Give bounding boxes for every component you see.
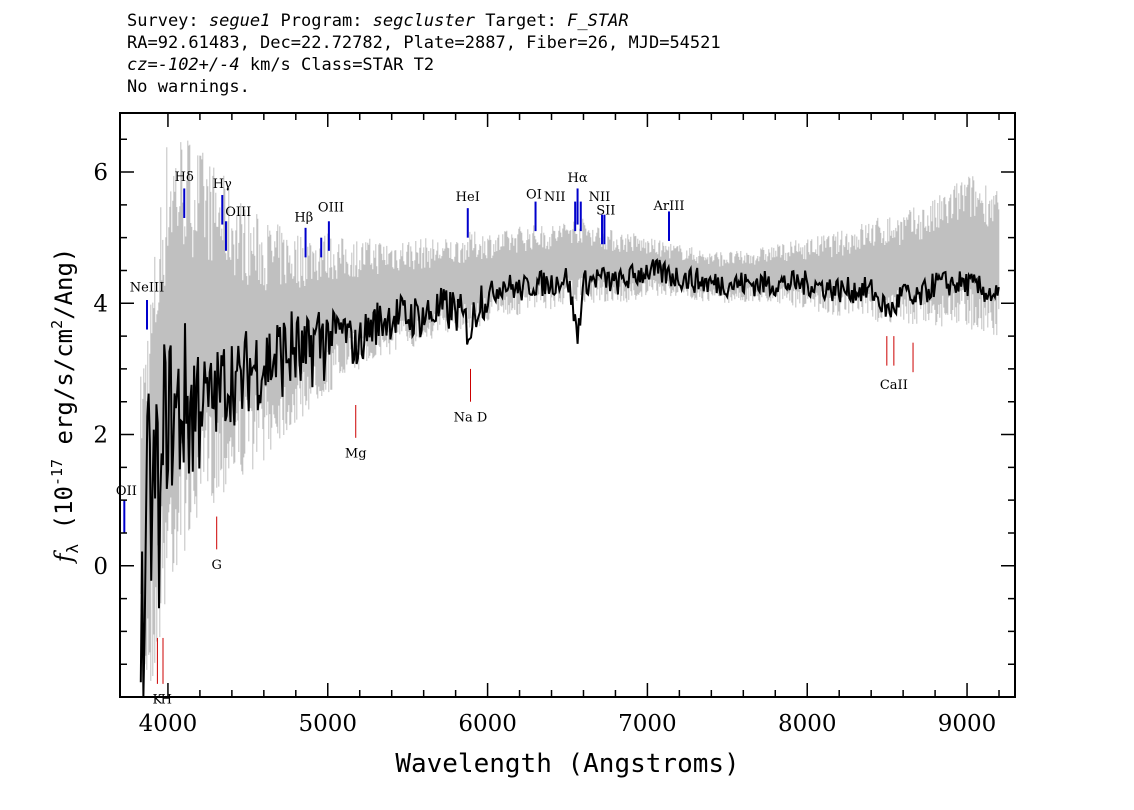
tick-marks <box>120 113 1015 697</box>
emission-line-label: NeIII <box>130 280 164 295</box>
emission-line-label: OIII <box>225 205 251 220</box>
y-label-sub: λ <box>63 543 82 553</box>
y-tick-label: 2 <box>93 423 108 449</box>
header-line-coords: RA=92.61483, Dec=22.72782, Plate=2887, F… <box>127 33 721 53</box>
y-label-unit-mid: erg/s/cm <box>50 329 78 459</box>
cz-label: cz= <box>127 55 158 75</box>
axis-ticks <box>120 113 1015 697</box>
y-label-unit-post: /Ang) <box>50 248 78 320</box>
emission-line-label: SII <box>596 204 615 219</box>
emission-line-label: OII <box>116 484 137 499</box>
x-tick-label: 9000 <box>938 711 997 737</box>
emission-line-label: Hα <box>568 171 588 186</box>
emission-line-label: Hγ <box>213 177 232 192</box>
header-line-redshift: cz=-102+/-4 km/s Class=STAR T2 <box>127 54 721 76</box>
emission-line-label: NII <box>544 190 566 205</box>
emission-line-label: OI <box>526 187 542 202</box>
emission-line-label: ArIII <box>652 199 684 214</box>
emission-line-label: Hδ <box>175 170 194 185</box>
y-label-exp: -17 <box>48 459 66 486</box>
y-tick-label: 0 <box>93 554 108 580</box>
flux-series <box>139 257 1000 697</box>
absorption-line-label: CaII <box>880 378 908 393</box>
program-value: segcluster <box>372 11 476 31</box>
flux-line <box>139 257 1000 697</box>
y-axis-label: fλ (10-17 erg/s/cm2/Ang) <box>48 248 82 565</box>
class-info: km/s Class=STAR T2 <box>239 55 435 75</box>
x-tick-label: 8000 <box>778 711 837 737</box>
y-tick-label: 4 <box>93 291 108 317</box>
survey-value: segue1 <box>208 11 271 31</box>
x-tick-label: 7000 <box>618 711 677 737</box>
emission-line-label: Hβ <box>294 210 313 225</box>
y-label-unit-pre: (10 <box>50 486 78 544</box>
x-tick-label: 5000 <box>298 711 357 737</box>
header-line-survey: Survey: segue1 Program: segcluster Targe… <box>127 10 721 32</box>
absorption-line-label: H <box>161 693 172 708</box>
y-label-exp2: 2 <box>48 320 66 329</box>
plot-frame <box>119 112 1016 698</box>
absorption-line-label: Na D <box>454 411 488 426</box>
absorption-line-label: G <box>211 558 221 573</box>
noise-strokes <box>140 140 1000 681</box>
survey-label: Survey: <box>127 11 209 31</box>
x-tick-label: 4000 <box>139 711 198 737</box>
header-line-warnings: No warnings. <box>127 77 250 97</box>
emission-line-label: OIII <box>318 200 344 215</box>
program-label: Program: <box>270 11 373 31</box>
absorption-line-label: Mg <box>345 447 367 462</box>
absorption-line-label: K <box>153 693 163 708</box>
tick-labels: 4000 5000 6000 7000 8000 9000 0 2 4 6 <box>93 160 996 737</box>
x-tick-label: 6000 <box>458 711 517 737</box>
target-label: Target: <box>475 11 568 31</box>
y-tick-label: 6 <box>93 160 108 186</box>
noise-band <box>140 140 1000 681</box>
x-axis-label: Wavelength (Angstroms) <box>395 749 739 779</box>
target-value: F_STAR <box>567 11 629 31</box>
spectrum-header: Survey: segue1 Program: segcluster Targe… <box>127 10 721 98</box>
emission-line-label: HeI <box>456 190 480 205</box>
cz-value: -102+/-4 <box>157 55 240 75</box>
emission-line-label: NII <box>589 190 611 205</box>
